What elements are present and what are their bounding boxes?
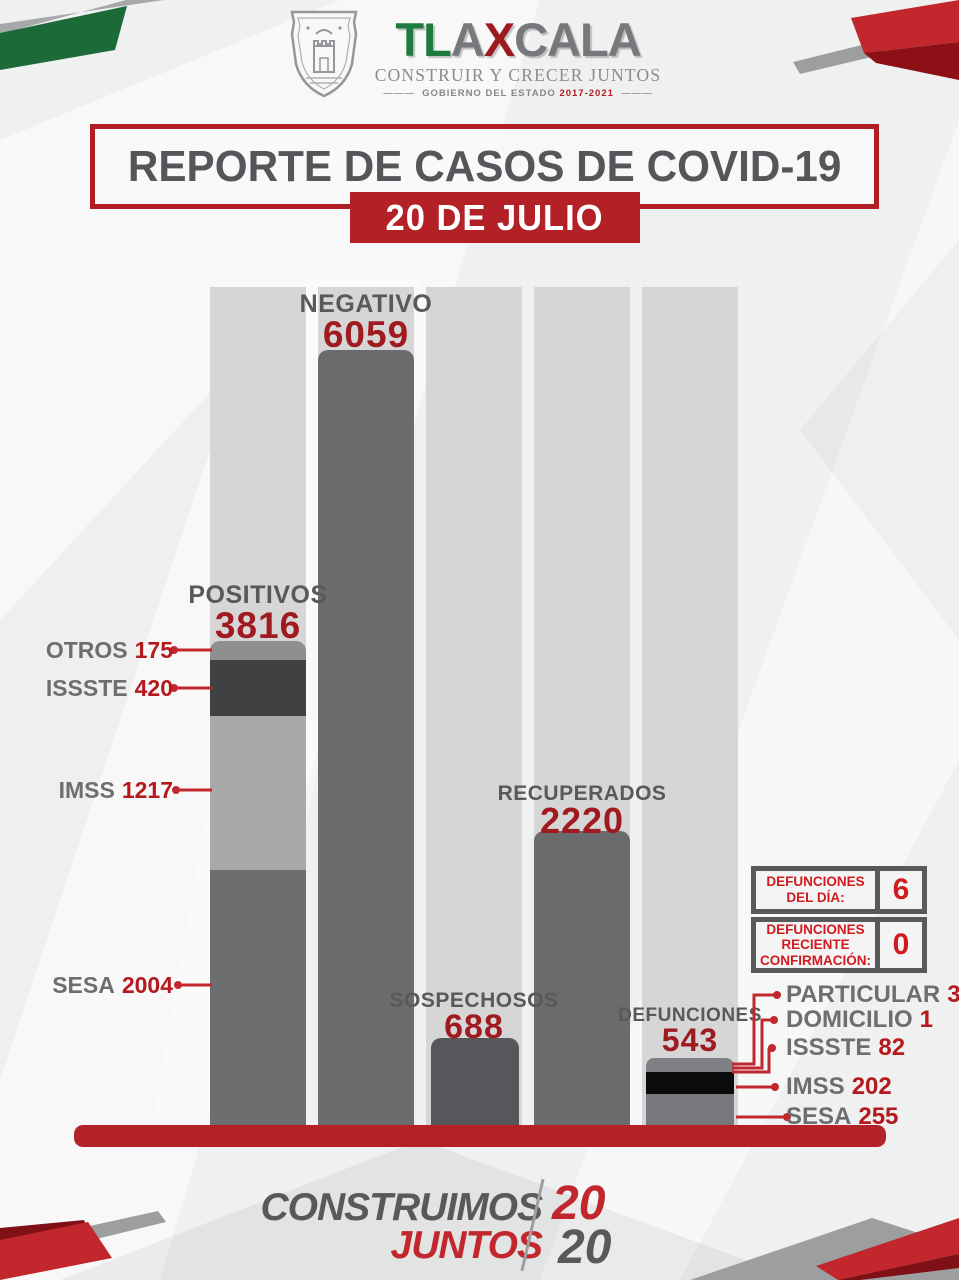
bar-positivos-imss	[210, 716, 306, 870]
ribbon-bottomright-darkred	[838, 1254, 959, 1280]
issste-pos-value: 420	[134, 675, 173, 701]
dash-left: ———	[383, 88, 423, 99]
tlaxcala-coat-of-arms-icon	[290, 10, 358, 98]
deaths-stats: DEFUNCIONES DEL DÍA: 6 DEFUNCIONES RECIE…	[751, 866, 927, 976]
ribbon-bottomright-gray	[690, 1218, 959, 1280]
footer-year-top: 20	[552, 1177, 606, 1230]
otros-value: 175	[134, 637, 173, 663]
imss-pos-label: IMSS	[58, 777, 115, 803]
domicilio-label: DOMICILIO	[786, 1006, 913, 1033]
sesa-def-value: 255	[858, 1103, 899, 1130]
bar-defunciones-imss	[646, 1072, 734, 1094]
gobierno-text: GOBIERNO DEL ESTADO	[422, 88, 556, 99]
footer-line1: CONSTRUIMOS	[260, 1186, 543, 1229]
ribbon-topleft-green	[0, 6, 127, 70]
report-title: REPORTE DE CASOS DE COVID-19	[127, 141, 842, 191]
bar-recuperados	[534, 831, 630, 1136]
dash-right: ———	[613, 88, 653, 99]
recuperados-value: 2220	[539, 800, 625, 841]
daily-deaths-value: 6	[880, 871, 922, 909]
breakdown-sesa-def: SESA 255	[786, 1105, 898, 1129]
ribbon-topright-darkred	[864, 42, 959, 80]
sesa-pos-label: SESA	[52, 972, 115, 998]
domicilio-value: 1	[919, 1006, 934, 1033]
issste-def-value: 82	[878, 1034, 906, 1061]
breakdown-sesa-pos: SESA 2004	[28, 974, 173, 997]
label-sospechosos: SOSPECHOSOS 688	[374, 990, 574, 1046]
defunciones-name: DEFUNCIONES	[618, 1005, 762, 1026]
tlaxcala-logo: TLAXCALA CONSTRUIR Y CRECER JUNTOS ——— G…	[358, 16, 678, 99]
particular-value: 3	[947, 981, 959, 1008]
ribbon-topleft-gray	[0, 0, 164, 34]
sesa-def-label: SESA	[786, 1103, 852, 1130]
footer-line2: JUNTOS	[390, 1224, 543, 1267]
issste-pos-label: ISSSTE	[45, 675, 128, 701]
otros-label: OTROS	[45, 637, 128, 663]
ribbon-bottomright-red	[816, 1218, 959, 1280]
logo-wordmark: TLAXCALA	[358, 16, 678, 63]
stat-box-daily-deaths: DEFUNCIONES DEL DÍA: 6	[751, 866, 927, 914]
bar-defunciones-top	[646, 1058, 734, 1072]
negativo-value: 6059	[322, 314, 410, 355]
recent-confirm-value: 0	[880, 922, 922, 968]
imss-pos-value: 1217	[121, 777, 173, 803]
stat-box-recent-confirm-deaths: DEFUNCIONES RECIENTE CONFIRMACIÓN: 0	[751, 917, 927, 973]
breakdown-imss-pos: IMSS 1217	[28, 779, 173, 802]
column-bg-defunciones	[642, 287, 738, 1136]
breakdown-domicilio: DOMICILIO 1	[786, 1008, 933, 1032]
label-negativo: NEGATIVO 6059	[266, 292, 466, 355]
breakdown-particular: PARTICULAR 3	[786, 983, 959, 1007]
report-date: 20 DE JULIO	[385, 196, 604, 238]
gobierno-years: 2017-2021	[559, 88, 614, 99]
footer-slash-divider	[520, 1178, 545, 1272]
ribbon-bottomleft-red	[0, 1222, 112, 1280]
sospechosos-value: 688	[444, 1008, 504, 1046]
daily-deaths-label: DEFUNCIONES DEL DÍA:	[756, 871, 875, 909]
ribbon-bottomleft-darkred	[0, 1220, 90, 1246]
label-defunciones: DEFUNCIONES 543	[590, 1005, 790, 1058]
logo-letters-gray1: A	[450, 13, 485, 66]
ribbon-bottomleft-gray	[62, 1211, 166, 1245]
bar-positivos-issste	[210, 660, 306, 716]
recent-confirm-label: DEFUNCIONES RECIENTE CONFIRMACIÓN:	[756, 922, 875, 968]
ribbon-topright-red	[851, 0, 959, 53]
logo-letter-red: X	[483, 13, 515, 66]
breakdown-otros: OTROS 175	[28, 639, 173, 662]
logo-letters-gray2: CALA	[514, 13, 642, 66]
label-recuperados: RECUPERADOS 2220	[482, 783, 682, 841]
positivos-value: 3816	[214, 605, 302, 646]
chart-baseline	[74, 1125, 886, 1147]
logo-tagline: CONSTRUIR Y CRECER JUNTOS	[374, 65, 662, 85]
footer-year-bottom: 20	[558, 1221, 612, 1274]
bar-sospechosos	[431, 1038, 519, 1136]
ribbon-topright-gray	[793, 41, 884, 74]
particular-label: PARTICULAR	[786, 981, 941, 1008]
issste-def-label: ISSSTE	[786, 1034, 872, 1061]
defunciones-value: 543	[661, 1022, 719, 1058]
logo-letters-green: TL	[395, 13, 451, 66]
breakdown-imss-def: IMSS 202	[786, 1075, 892, 1099]
label-positivos: POSITIVOS 3816	[158, 583, 358, 646]
logo-subline: ——— GOBIERNO DEL ESTADO 2017-2021 ———	[358, 88, 678, 99]
sesa-pos-value: 2004	[121, 972, 173, 998]
imss-def-value: 202	[851, 1073, 892, 1100]
imss-def-label: IMSS	[786, 1073, 845, 1100]
bar-positivos-sesa	[210, 870, 306, 1136]
breakdown-issste-def: ISSSTE 82	[786, 1036, 905, 1060]
breakdown-issste-pos: ISSSTE 420	[28, 677, 173, 700]
report-date-box: 20 DE JULIO	[350, 192, 640, 243]
